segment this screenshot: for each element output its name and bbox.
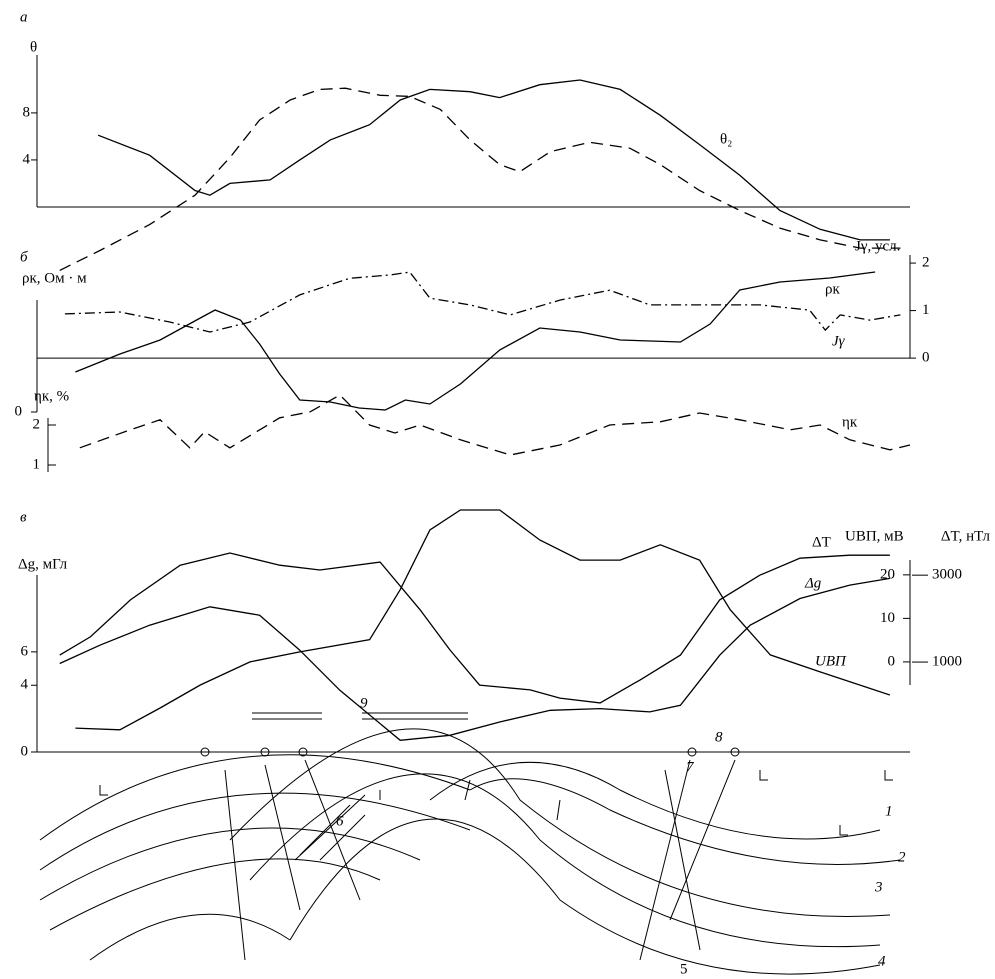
y-tick-label: 0: [15, 403, 23, 419]
panel-label: б: [20, 249, 28, 265]
y-tick-label: 0: [21, 743, 29, 759]
y3-tick-label: 3000: [932, 567, 962, 583]
y-tick-label: 1: [33, 456, 41, 472]
section-label: 6: [336, 813, 344, 829]
y2-tick-label: 0: [922, 350, 930, 366]
data-line: [75, 272, 875, 410]
curve-label: θ₂: [720, 131, 732, 147]
y-tick-label: 8: [23, 104, 31, 120]
panel-label: в: [20, 509, 27, 525]
section-label: 8: [715, 729, 723, 745]
curve-label: UВП: [815, 653, 847, 669]
y-tick-label: 2: [33, 416, 41, 432]
y2-axis-title: UВП, мВ: [845, 528, 904, 544]
data-line: [75, 510, 890, 730]
y-axis-title: ηк, %: [34, 388, 69, 404]
y-tick-label: 4: [23, 151, 31, 167]
y2-axis-title: Jγ, усл.: [855, 238, 900, 254]
section-label: 4: [878, 953, 886, 969]
y2-tick-label: 2: [922, 255, 930, 271]
curve-label: Δg: [804, 575, 822, 591]
y-axis-title: ρк, Ом · м: [22, 270, 87, 286]
y-axis-title: θ: [30, 39, 37, 55]
section-label: 7: [686, 759, 695, 775]
y-axis-title: Δg, мГл: [18, 556, 68, 572]
curve-label: ηк: [842, 414, 858, 430]
section-label: 3: [874, 879, 883, 895]
section-label: 9: [360, 695, 368, 711]
annotation-lines: [252, 713, 468, 719]
section-label: 1: [885, 803, 893, 819]
curve-label: ΔT: [812, 534, 831, 550]
y3-axis-title: ΔT, нТл: [941, 528, 991, 544]
y2-tick-label: 10: [880, 610, 895, 626]
figure: а θ θ₂ б ρк, Ом · м Jγ, усл. ρк Jγ ηк, %…: [0, 0, 995, 979]
y3-tick-label: 1000: [932, 653, 962, 669]
data-line: [60, 88, 901, 270]
section-label: 2: [898, 849, 906, 865]
y-tick-label: 6: [21, 643, 29, 659]
y2-tick-label: 0: [888, 653, 896, 669]
curve-label: ρк: [825, 281, 840, 297]
curve-label: Jγ: [832, 333, 846, 349]
y2-tick-label: 1: [922, 302, 930, 318]
data-line: [60, 553, 890, 703]
geological-section: [40, 729, 900, 974]
panel-label: а: [20, 9, 28, 25]
y-tick-label: 4: [21, 677, 29, 693]
section-label: 5: [680, 961, 688, 977]
data-line: [60, 578, 890, 740]
data-line: [80, 395, 910, 455]
